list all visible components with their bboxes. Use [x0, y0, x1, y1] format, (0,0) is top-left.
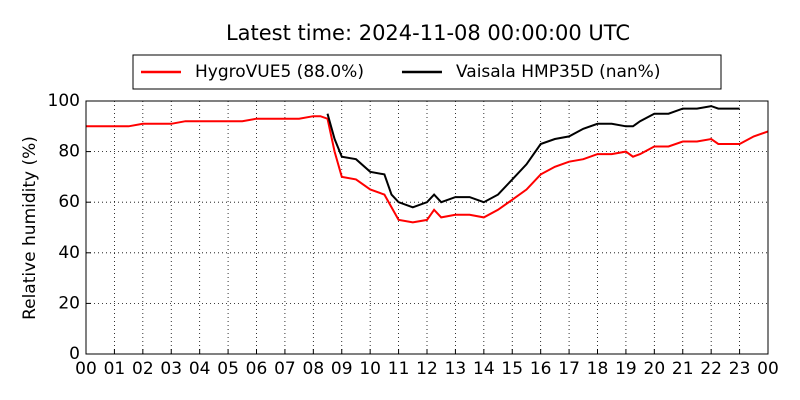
y-tick-label: 80	[58, 142, 80, 162]
x-tick-label: 20	[644, 359, 666, 379]
x-tick-label: 05	[217, 359, 239, 379]
x-tick-label: 07	[274, 359, 296, 379]
x-tick-label: 04	[189, 359, 211, 379]
y-tick-label: 100	[48, 91, 80, 111]
x-tick-label: 21	[672, 359, 694, 379]
x-tick-label: 17	[558, 359, 580, 379]
x-tick-label: 10	[359, 359, 381, 379]
x-tick-label: 09	[331, 359, 353, 379]
x-tick-label: 15	[501, 359, 523, 379]
x-tick-label: 00	[757, 359, 779, 379]
y-tick-label: 20	[58, 293, 80, 313]
x-tick-label: 02	[132, 359, 154, 379]
data-line	[326, 105, 740, 209]
y-axis-label: Relative humidity (%)	[20, 136, 40, 320]
x-tick-label: 01	[104, 359, 126, 379]
x-tick-label: 23	[729, 359, 751, 379]
x-tick-label: 06	[246, 359, 268, 379]
plot-area	[86, 105, 768, 224]
legend-label: Vaisala HMP35D (nan%)	[456, 62, 660, 82]
x-tick-label: 14	[473, 359, 495, 379]
y-tick-label: 60	[58, 192, 80, 212]
y-tick-label: 40	[58, 243, 80, 263]
x-tick-label: 22	[700, 359, 722, 379]
y-tick-label: 0	[69, 344, 80, 364]
x-tick-label: 03	[160, 359, 182, 379]
x-tick-label: 08	[303, 359, 325, 379]
legend-label: HygroVUE5 (88.0%)	[195, 62, 364, 82]
x-tick-label: 11	[388, 359, 410, 379]
x-tick-label: 13	[445, 359, 467, 379]
legend: HygroVUE5 (88.0%) Vaisala HMP35D (nan%)	[132, 54, 722, 90]
x-tick-label: 16	[530, 359, 552, 379]
x-tick-label: 18	[587, 359, 609, 379]
x-tick-label: 19	[615, 359, 637, 379]
chart-title: Latest time: 2024-11-08 00:00:00 UTC	[226, 21, 630, 45]
plot-frame	[85, 100, 769, 355]
data-line	[86, 115, 768, 224]
x-tick-label: 00	[75, 359, 97, 379]
x-tick-label: 12	[416, 359, 438, 379]
